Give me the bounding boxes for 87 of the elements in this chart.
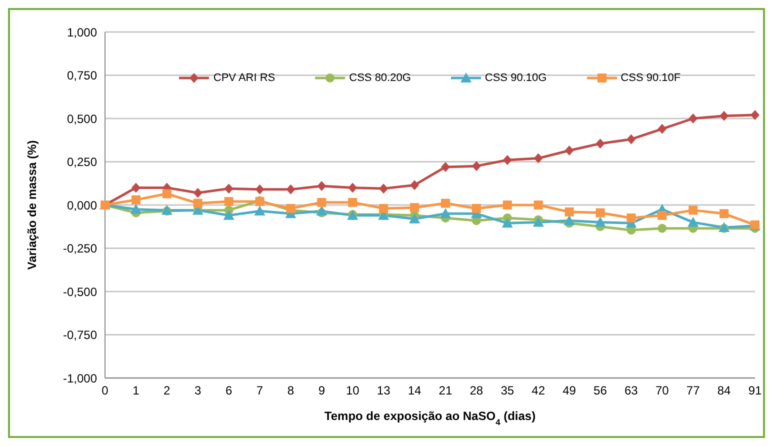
point <box>286 184 296 194</box>
x-tick-label: 70 <box>655 384 670 398</box>
point <box>440 208 451 218</box>
x-tick-label: 35 <box>500 384 514 398</box>
point <box>410 180 420 190</box>
point <box>688 206 698 215</box>
point <box>720 209 729 218</box>
point <box>564 207 574 216</box>
point <box>720 110 729 121</box>
point <box>596 208 605 218</box>
legend-label: CSS 90.10G <box>484 72 547 84</box>
x-axis-title: Tempo de exposição ao NaSO$_{4}$ (dias) <box>324 409 536 427</box>
point <box>130 204 142 214</box>
point <box>502 155 512 166</box>
point <box>131 182 140 193</box>
point <box>379 204 388 213</box>
point <box>255 184 264 194</box>
x-tick-label: 3 <box>194 384 202 398</box>
point <box>658 224 667 233</box>
x-tick-label: 14 <box>408 384 422 398</box>
point <box>658 210 667 220</box>
point <box>626 134 636 144</box>
y-tick-label: -0,750 <box>62 328 98 342</box>
y-tick-label: -0,250 <box>62 242 98 256</box>
x-tick-label: 42 <box>532 384 546 398</box>
y-tick-label: 0,750 <box>66 68 98 83</box>
x-tick-label: 28 <box>470 384 484 398</box>
point <box>162 189 172 198</box>
y-tick-label: 0,000 <box>66 198 98 212</box>
y-tick-label: 0,250 <box>66 155 98 170</box>
point <box>472 161 481 172</box>
x-tick-label: 21 <box>438 384 452 398</box>
point <box>409 213 420 224</box>
legend-label: CSS 90.10F <box>620 72 681 84</box>
point <box>254 206 266 216</box>
point <box>317 198 326 207</box>
x-tick-label: 6 <box>225 384 232 398</box>
point <box>532 216 544 227</box>
legend-label: CPV ARI RS <box>212 72 276 84</box>
point <box>688 216 699 227</box>
x-tick-label: 10 <box>346 384 360 398</box>
x-tick-label: 77 <box>686 384 700 398</box>
x-tick-label: 13 <box>376 384 391 398</box>
point <box>440 162 450 172</box>
y-axis-title: Variação de massa (%) <box>25 140 39 270</box>
point <box>502 200 512 210</box>
point <box>658 124 667 134</box>
point <box>379 184 388 194</box>
point <box>440 198 450 208</box>
point <box>534 153 543 164</box>
point <box>348 182 358 193</box>
point <box>626 213 636 222</box>
point <box>410 203 420 212</box>
x-tick-label: 9 <box>318 384 326 398</box>
y-tick-label: -1,000 <box>62 371 98 386</box>
x-tick-label: 91 <box>748 384 762 398</box>
point <box>564 215 575 226</box>
point <box>594 216 606 227</box>
x-tick-label: 56 <box>594 384 608 398</box>
point <box>502 218 513 228</box>
x-tick-label: 49 <box>562 384 576 398</box>
point <box>224 197 234 206</box>
x-tick-label: 2 <box>164 384 171 398</box>
point <box>223 210 234 220</box>
x-tick-label: 0 <box>102 384 109 398</box>
point <box>317 180 326 191</box>
y-tick-label: 0,500 <box>66 112 98 126</box>
point <box>193 188 202 198</box>
x-tick-label: 63 <box>624 384 638 398</box>
point <box>316 206 328 216</box>
point <box>472 204 481 213</box>
y-tick-label: 1,000 <box>66 25 98 40</box>
x-tick-label: 84 <box>717 384 732 398</box>
x-tick-label: 1 <box>132 384 140 398</box>
point <box>131 195 140 204</box>
point <box>750 110 760 120</box>
x-tick-label: 8 <box>287 384 294 398</box>
point <box>224 184 234 194</box>
point <box>193 198 202 208</box>
point <box>534 200 543 210</box>
point <box>596 138 605 149</box>
legend-label: CSS 80.20G <box>348 72 411 84</box>
x-tick-label: 7 <box>256 384 264 398</box>
point <box>564 146 574 156</box>
y-tick-label: -0,500 <box>62 284 98 299</box>
point <box>348 198 358 207</box>
point <box>688 114 698 124</box>
